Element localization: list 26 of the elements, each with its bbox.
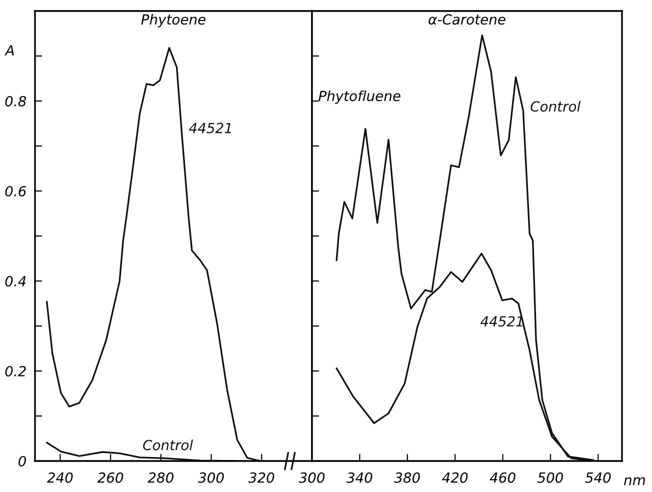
x-axis-title: nm xyxy=(624,477,645,486)
series-label: 44521 xyxy=(480,316,522,327)
x-tick-label: 460 xyxy=(490,472,516,483)
x-tick-label: 240 xyxy=(46,472,73,483)
chart-title: α-Carotene xyxy=(428,14,506,25)
y-tick-label: 0 xyxy=(18,456,26,466)
chart-title: Phytoene xyxy=(141,14,206,28)
x-tick-label: 380 xyxy=(394,472,420,483)
x-tick-label: 540 xyxy=(585,472,611,483)
y-tick-label: 0.8 xyxy=(5,96,26,106)
series-label: Control xyxy=(530,100,581,112)
x-tick-label: 280 xyxy=(148,472,174,483)
x-tick-label: 320 xyxy=(248,472,274,483)
annotation: Phytofluene xyxy=(318,90,400,104)
x-tick-label: 340 xyxy=(346,472,372,483)
x-tick-label: 500 xyxy=(537,472,564,483)
y-tick-label: 0.2 xyxy=(5,366,26,376)
series-label: 44521 xyxy=(189,122,231,134)
y-axis-title: A xyxy=(4,45,14,56)
x-tick-label: 300 xyxy=(198,472,224,483)
series-label: Control xyxy=(143,440,193,450)
y-tick-label: 0.6 xyxy=(5,186,26,196)
x-tick-label: 300 xyxy=(298,472,325,483)
x-tick-label: 260 xyxy=(97,472,124,483)
y-tick-label: 0.4 xyxy=(5,276,26,286)
x-tick-label: 420 xyxy=(442,472,468,483)
